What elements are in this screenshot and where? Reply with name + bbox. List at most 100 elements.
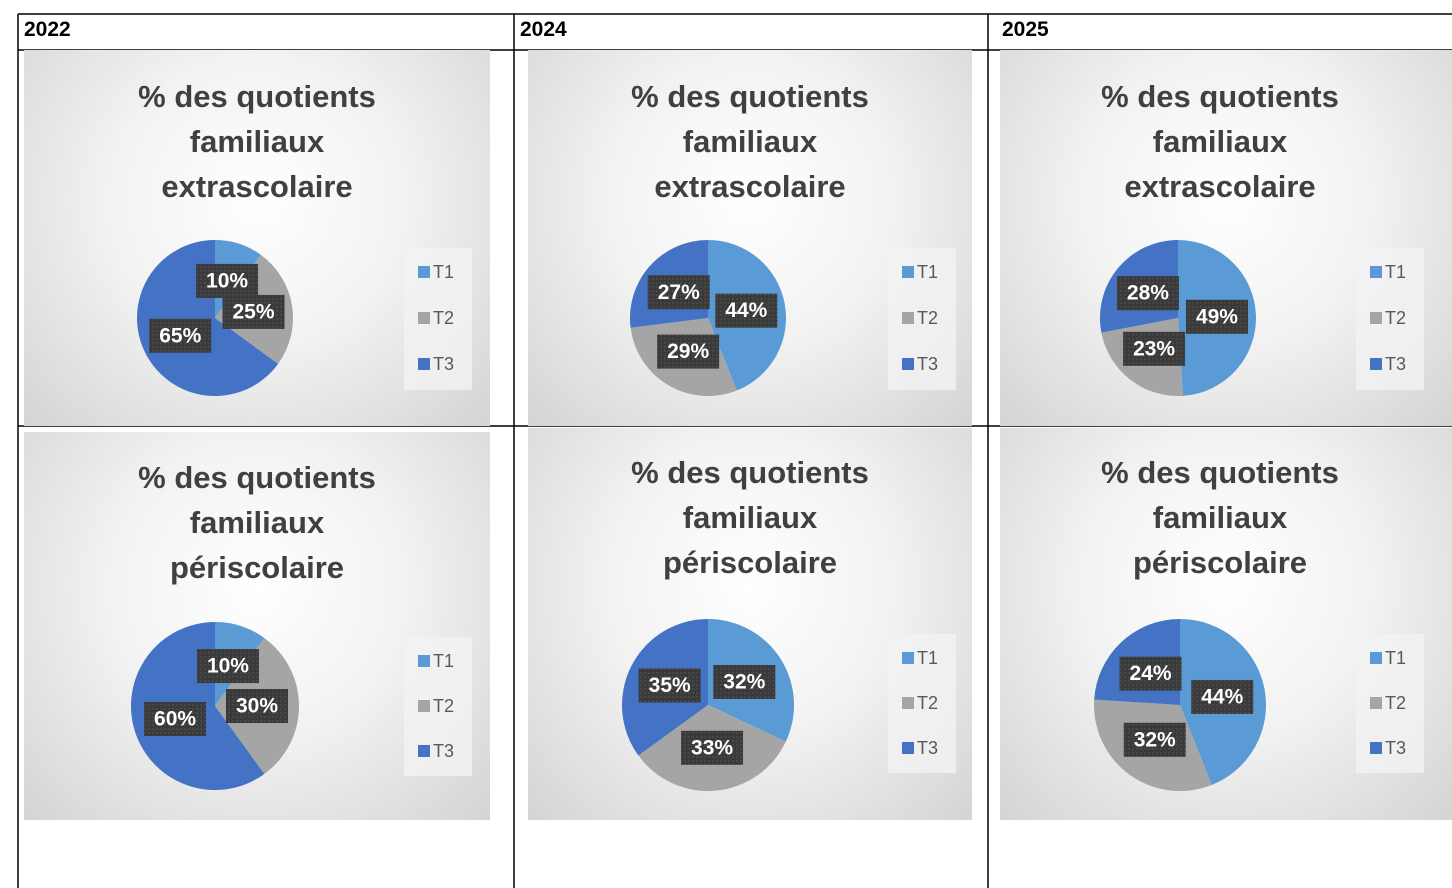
column-header: 2022 <box>24 18 71 41</box>
legend-swatch <box>418 358 430 370</box>
legend-label: T2 <box>1385 308 1406 328</box>
chart-title: % des quotients familiaux périscolaire <box>1101 455 1339 580</box>
legend-label: T3 <box>1385 354 1406 374</box>
data-label: 24% <box>1130 662 1172 685</box>
legend-swatch <box>1370 312 1382 324</box>
legend-label: T2 <box>917 308 938 328</box>
legend-swatch <box>418 266 430 278</box>
data-label: 32% <box>1134 728 1176 751</box>
data-label-box <box>681 730 744 765</box>
legend-swatch <box>1370 652 1382 664</box>
pie-chart: 32% 33% 35% T1 T2 T3 <box>622 619 956 791</box>
legend-box <box>1356 248 1424 390</box>
data-label: 30% <box>236 695 278 718</box>
legend-label: T3 <box>433 741 454 761</box>
legend-swatch <box>1370 742 1382 754</box>
chart-title: % des quotients familiaux extrascolaire <box>138 79 376 204</box>
data-label: 23% <box>1133 337 1175 360</box>
legend-box <box>888 248 956 390</box>
data-label: 10% <box>207 655 249 678</box>
legend-label: T3 <box>917 354 938 374</box>
pie-chart: 49% 23% 28% T1 T2 T3 <box>1100 240 1424 396</box>
legend-swatch <box>902 312 914 324</box>
data-label-box <box>647 275 710 310</box>
legend-label: T1 <box>917 262 938 282</box>
pie-chart: 10% 25% 65% T1 T2 T3 <box>137 240 472 396</box>
chart-panel: % des quotients familiaux périscolaire 10… <box>24 432 490 820</box>
data-label-box <box>196 649 259 684</box>
legend-label: T3 <box>1385 738 1406 758</box>
legend-swatch <box>902 697 914 709</box>
legend-box <box>404 248 472 390</box>
data-label-box <box>715 293 778 328</box>
legend-swatch <box>418 655 430 667</box>
data-label: 28% <box>1127 282 1169 305</box>
legend-swatch <box>1370 358 1382 370</box>
legend-swatch <box>1370 266 1382 278</box>
data-label-box <box>196 263 259 298</box>
legend-swatch <box>902 742 914 754</box>
legend-label: T1 <box>1385 262 1406 282</box>
legend-label: T1 <box>433 651 454 671</box>
data-label-box <box>713 664 776 699</box>
data-label: 44% <box>725 299 767 322</box>
legend-label: T3 <box>917 738 938 758</box>
data-label-box <box>1191 679 1254 714</box>
data-label-box <box>1185 299 1248 334</box>
data-label: 10% <box>206 269 248 292</box>
chart-panel: % des quotients familiaux périscolaire 44… <box>1000 428 1452 820</box>
legend-label: T3 <box>433 354 454 374</box>
data-label-box <box>222 294 285 329</box>
pie-slice <box>137 240 279 396</box>
legend-swatch <box>418 312 430 324</box>
chart-title: % des quotients familiaux extrascolaire <box>631 79 869 204</box>
data-label-box <box>144 701 207 736</box>
column-header: 2025 <box>1002 18 1049 41</box>
legend-swatch <box>902 266 914 278</box>
chart-panel: % des quotients familiaux extrascolaire 1… <box>24 50 490 426</box>
pie-chart: 10% 30% 60% T1 T2 T3 <box>131 622 472 790</box>
data-label: 44% <box>1201 685 1243 708</box>
data-label: 27% <box>658 281 700 304</box>
legend-swatch <box>902 358 914 370</box>
legend-label: T1 <box>917 648 938 668</box>
chart-panel: % des quotients familiaux extrascolaire 4… <box>528 50 972 426</box>
data-label-box <box>149 318 212 353</box>
legend-swatch <box>902 652 914 664</box>
pie-chart: 44% 29% 27% T1 T2 T3 <box>630 240 956 396</box>
data-label-box <box>638 668 701 703</box>
legend-box <box>404 637 472 776</box>
legend-label: T2 <box>433 308 454 328</box>
pie-chart: 44% 32% 24% T1 T2 T3 <box>1094 619 1424 791</box>
legend-label: T1 <box>1385 648 1406 668</box>
data-label: 49% <box>1196 305 1238 328</box>
data-label: 32% <box>723 671 765 694</box>
chart-title: % des quotients familiaux périscolaire <box>138 460 376 585</box>
chart-title: % des quotients familiaux extrascolaire <box>1101 79 1339 204</box>
data-label: 60% <box>154 708 196 731</box>
chart-panel: % des quotients familiaux extrascolaire 4… <box>1000 50 1452 426</box>
legend-box <box>1356 634 1424 773</box>
data-label-box <box>1123 722 1186 757</box>
legend-swatch <box>1370 697 1382 709</box>
data-label-box <box>226 689 288 723</box>
chart-title: % des quotients familiaux périscolaire <box>631 455 869 580</box>
data-label: 29% <box>667 340 709 363</box>
data-label-box <box>1123 331 1186 366</box>
legend-label: T2 <box>1385 693 1406 713</box>
legend-label: T2 <box>917 693 938 713</box>
data-label-box <box>657 334 720 369</box>
legend-label: T1 <box>433 262 454 282</box>
data-label: 25% <box>233 300 275 323</box>
legend-box <box>888 634 956 773</box>
legend-swatch <box>418 745 430 757</box>
data-label: 65% <box>159 324 201 347</box>
legend-swatch <box>418 700 430 712</box>
column-header: 2024 <box>520 18 567 41</box>
data-label-box <box>1119 656 1182 691</box>
data-label-box <box>1116 276 1179 311</box>
chart-panel: % des quotients familiaux périscolaire 32… <box>528 428 972 820</box>
data-label: 33% <box>691 736 733 759</box>
legend-label: T2 <box>433 696 454 716</box>
